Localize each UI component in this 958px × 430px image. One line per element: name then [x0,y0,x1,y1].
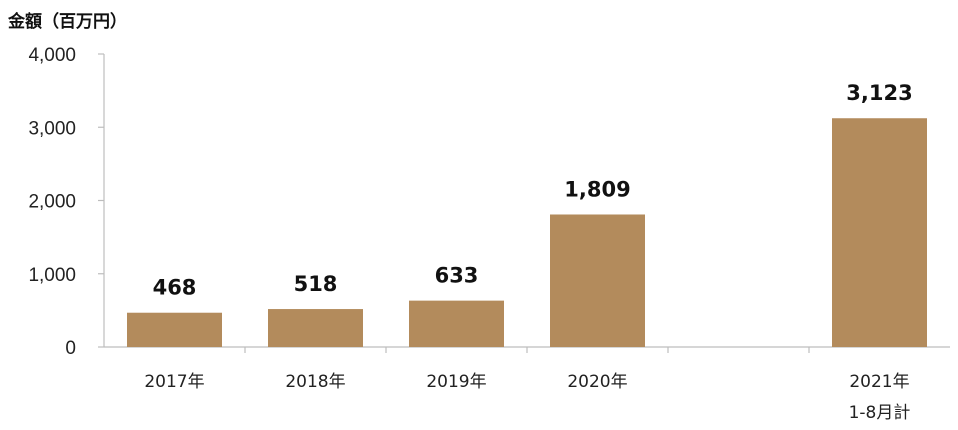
bar [832,118,927,347]
bar [409,300,504,347]
data-label: 633 [435,264,479,288]
data-label: 3,123 [846,81,912,105]
y-tick-label: 0 [65,338,76,359]
data-label: 468 [153,276,197,300]
y-tick-label: 1,000 [28,265,76,286]
y-tick-label: 3,000 [28,118,76,139]
y-axis-label: 金額（百万円） [7,11,127,32]
data-label: 1,809 [564,177,630,201]
y-tick-label: 2,000 [28,192,76,213]
x-tick-label: 2020年 [567,372,627,392]
bar [268,309,363,347]
x-tick-label: 2021年 [849,372,909,392]
x-tick-label: 2018年 [285,372,345,392]
data-label: 518 [294,272,338,296]
x-tick-label-line2: 1-8月計 [849,403,911,423]
bar [127,312,222,347]
x-tick-label: 2017年 [144,372,204,392]
y-tick-label: 4,000 [28,45,76,66]
x-tick-label: 2019年 [426,372,486,392]
bar [550,214,645,347]
